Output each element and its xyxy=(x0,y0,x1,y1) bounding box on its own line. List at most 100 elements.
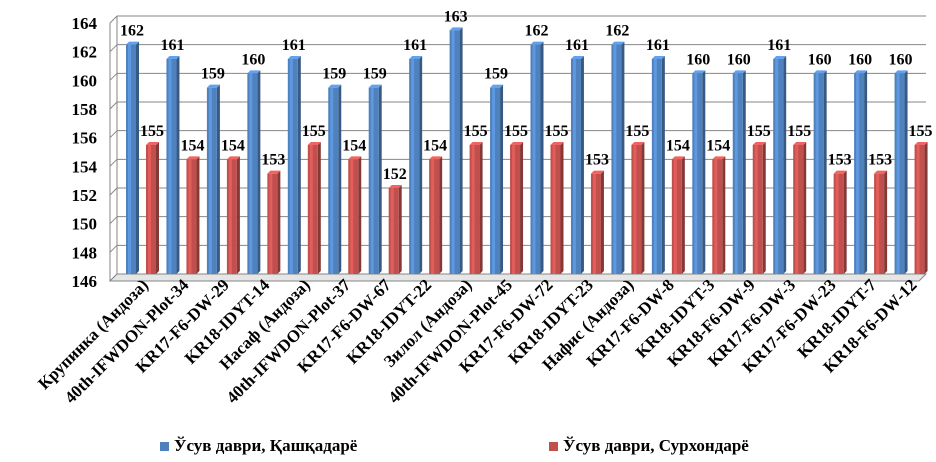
bar-top xyxy=(773,56,787,59)
bar-highlight xyxy=(532,44,536,274)
bar-top xyxy=(671,156,685,160)
bar-side xyxy=(843,170,847,274)
bar-highlight xyxy=(592,173,596,274)
bar-side xyxy=(904,70,908,274)
bar-highlight xyxy=(289,59,293,274)
bar-side xyxy=(641,142,645,274)
bar-side xyxy=(459,27,463,275)
bar-side xyxy=(803,142,807,274)
bar-side xyxy=(419,56,423,274)
bar-side xyxy=(196,156,200,274)
data-label: 155 xyxy=(909,123,933,140)
legend-item-kashkadarya: Ўсув даври, Қашқадарё xyxy=(160,436,357,456)
bar-highlight xyxy=(572,59,576,274)
bar-top xyxy=(631,142,645,145)
legend-label-kashkadarya: Ўсув даври, Қашқадарё xyxy=(174,436,358,455)
bar-highlight xyxy=(330,87,334,275)
y-tick-label: 162 xyxy=(72,43,98,62)
bar-highlight xyxy=(552,145,556,274)
bar-top xyxy=(247,70,261,74)
data-label: 160 xyxy=(686,51,710,68)
bar-side xyxy=(317,142,321,274)
bar-top xyxy=(550,142,564,145)
bar-top xyxy=(692,70,706,74)
data-label: 161 xyxy=(160,37,184,54)
bar-side xyxy=(216,84,220,275)
data-label: 155 xyxy=(464,123,488,140)
gridline-side xyxy=(109,101,118,110)
bar-highlight xyxy=(370,87,374,275)
bar-top xyxy=(854,70,868,74)
bar-top xyxy=(226,156,240,160)
bar-top xyxy=(469,142,483,145)
bar-highlight xyxy=(795,145,799,274)
gridline-side xyxy=(109,44,118,53)
bar-highlight xyxy=(856,73,860,274)
bar-top xyxy=(186,156,200,160)
gridline-side xyxy=(109,130,118,139)
data-label: 152 xyxy=(383,166,407,183)
bar-top xyxy=(712,156,726,160)
bar-highlight xyxy=(835,173,839,274)
bar-side xyxy=(600,170,604,274)
bar-top xyxy=(530,41,544,45)
data-label: 153 xyxy=(585,152,609,169)
bar-highlight xyxy=(411,59,415,274)
bar-highlight xyxy=(188,159,192,274)
floor xyxy=(108,273,928,282)
bar-highlight xyxy=(673,159,677,274)
data-label: 162 xyxy=(605,23,629,40)
bar-highlight xyxy=(148,145,151,274)
legend-swatch-kashkadarya xyxy=(160,441,169,451)
bar-top xyxy=(752,142,766,145)
data-label: 160 xyxy=(808,51,832,68)
bar-highlight xyxy=(512,145,516,274)
data-label: 154 xyxy=(342,137,366,154)
bar-side xyxy=(864,70,868,274)
data-label: 153 xyxy=(828,152,852,169)
bar-top xyxy=(914,142,928,145)
bar-highlight xyxy=(653,59,657,274)
data-label: 155 xyxy=(545,123,569,140)
bar-side xyxy=(398,185,402,274)
bar-side xyxy=(681,156,685,274)
data-label: 161 xyxy=(646,37,670,54)
bar-side xyxy=(783,56,787,274)
data-label: 160 xyxy=(889,51,913,68)
gridline-side xyxy=(109,72,118,81)
bar-top xyxy=(206,84,220,88)
bar-highlight xyxy=(492,87,496,275)
data-label: 154 xyxy=(666,137,690,154)
legend-label-surkhandarya: Ўсув даври, Сурхондарё xyxy=(563,436,749,455)
bar-side xyxy=(156,142,159,274)
bar-top xyxy=(894,70,908,74)
gridline-side xyxy=(109,187,118,196)
bar-highlight xyxy=(208,87,212,275)
bar-top xyxy=(307,142,321,145)
bar-top xyxy=(287,56,301,59)
data-label: 154 xyxy=(180,137,204,154)
bar-side xyxy=(621,41,625,274)
data-label: 162 xyxy=(525,23,549,40)
bar-top xyxy=(611,41,625,45)
bar-top xyxy=(793,142,807,145)
gridline-side xyxy=(109,15,118,24)
bar-side xyxy=(236,156,240,274)
data-label: 160 xyxy=(727,51,751,68)
bar-top xyxy=(146,142,159,145)
data-label: 153 xyxy=(261,152,285,169)
bar-top xyxy=(429,156,443,160)
bar-top xyxy=(490,84,504,88)
bar-top xyxy=(510,142,524,145)
bar-highlight xyxy=(613,44,617,274)
y-tick-label: 158 xyxy=(72,100,98,119)
bar-top xyxy=(590,170,604,174)
bar-top xyxy=(348,156,362,160)
bar-highlight xyxy=(876,173,880,274)
bar-highlight xyxy=(916,145,920,274)
bar-top xyxy=(732,70,746,74)
gridline-side xyxy=(109,244,118,253)
bar-side xyxy=(661,56,665,274)
bar-side xyxy=(297,56,301,274)
